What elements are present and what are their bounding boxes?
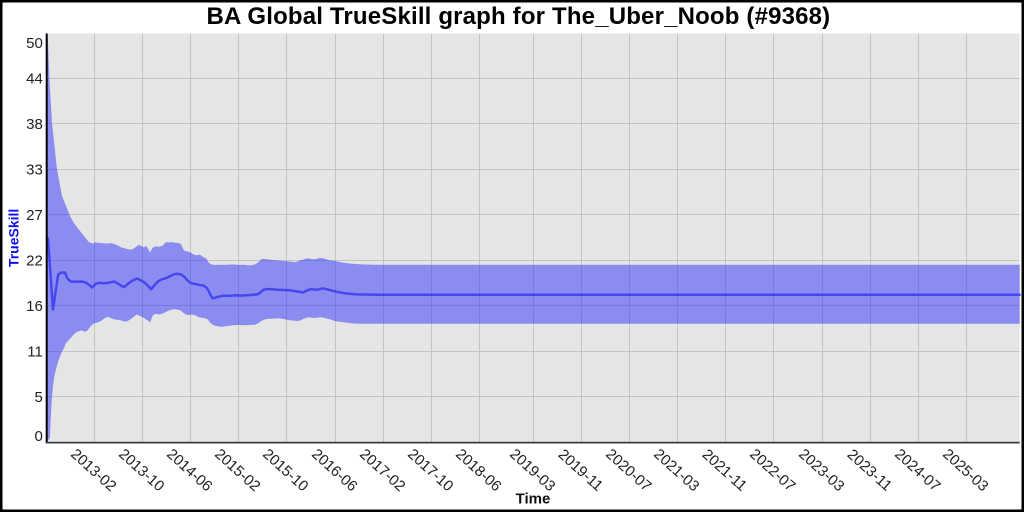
svg-text:0: 0 <box>34 428 42 445</box>
svg-text:11: 11 <box>27 344 43 361</box>
svg-text:5: 5 <box>34 389 42 406</box>
svg-text:Time: Time <box>516 491 551 508</box>
svg-text:27: 27 <box>26 207 43 224</box>
svg-text:38: 38 <box>26 116 43 133</box>
svg-text:33: 33 <box>26 162 43 179</box>
svg-text:16: 16 <box>26 298 43 315</box>
svg-text:50: 50 <box>26 35 43 52</box>
svg-text:44: 44 <box>26 71 43 88</box>
svg-text:22: 22 <box>26 253 43 270</box>
svg-text:BA Global TrueSkill graph for: BA Global TrueSkill graph for The_Uber_N… <box>206 3 830 30</box>
svg-text:TrueSkill: TrueSkill <box>6 209 22 267</box>
